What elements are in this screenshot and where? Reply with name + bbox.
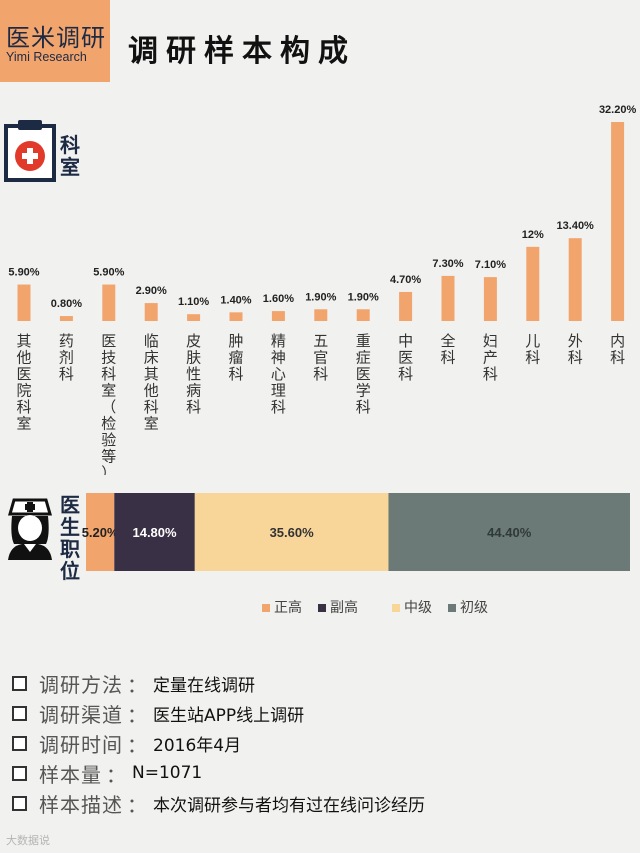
legend-label-0: 正高 [274, 599, 302, 615]
bar-0 [17, 284, 31, 321]
info-value: N=1071 [132, 763, 203, 783]
checkbox-square-icon [12, 735, 27, 751]
bar-value-label-5: 1.40% [220, 294, 251, 306]
watermark: 大数据说 [6, 834, 50, 847]
logo: 医米调研 Yimi Research [0, 0, 110, 82]
bar-value-label-0: 5.90% [8, 267, 39, 279]
category-label-14: 内科 [610, 333, 625, 367]
category-label-6: 精神心理科 [271, 333, 286, 416]
bar-1 [59, 316, 73, 321]
info-value: 定量在线调研 [153, 675, 255, 696]
legend-label-1: 副高 [330, 599, 358, 615]
bar-13 [568, 238, 582, 321]
bar-value-label-14: 32.20% [599, 104, 637, 116]
survey-info-list: 调研方法：定量在线调研 调研渠道：医生站APP线上调研 调研时间： 2016年4月 样本… [12, 668, 425, 818]
bar-value-label-2: 5.90% [93, 267, 124, 279]
category-label-10: 全科 [440, 332, 455, 367]
category-label-7: 五官科 [313, 333, 328, 383]
bar-value-label-9: 4.70% [390, 274, 421, 286]
checkbox-square-icon [12, 765, 27, 781]
info-separator: ： [127, 702, 147, 727]
legend-swatch-0 [262, 604, 270, 612]
stack-value-label-2: 35.60% [270, 525, 315, 540]
info-row-3: 样本量： N=1071 [12, 758, 425, 788]
bar-5 [229, 312, 243, 321]
info-value: 本次调研参与者均有过在线问诊经历 [153, 795, 425, 816]
stack-segment-2 [194, 493, 389, 571]
bar-6 [271, 311, 285, 321]
category-label-9: 中医科 [398, 333, 413, 383]
bar-value-label-13: 13.40% [557, 220, 595, 232]
department-bar-chart: 5.90% 其他医院科室 0.80% 药剂科 5.90% 医技科室（检验等） 2.90% 临床… [8, 104, 637, 475]
bar-value-label-7: 1.90% [305, 291, 336, 303]
bar-3 [144, 303, 158, 321]
category-label-4: 皮肤性病科 [186, 333, 201, 416]
info-value: 医生站APP线上调研 [153, 705, 305, 726]
checkbox-square-icon [12, 705, 27, 721]
category-label-11: 妇产科 [483, 333, 498, 383]
legend-label-3: 初级 [460, 599, 488, 615]
section-label-position: 医生职位 [60, 493, 80, 583]
logo-en-text: Yimi Research [6, 50, 87, 64]
info-key: 样本量 [39, 762, 102, 787]
stack-segment-3 [388, 493, 630, 571]
checkbox-square-icon [12, 675, 27, 691]
bar-4 [187, 314, 201, 321]
checkbox-square-icon [12, 795, 27, 811]
legend-swatch-1 [318, 604, 326, 612]
position-stacked-bar: 5.20% 14.80% 35.60% 44.40% 正高 副高 中级 初级 [82, 493, 630, 615]
info-value: 2016年4月 [153, 735, 242, 756]
info-separator: ： [127, 792, 147, 817]
nurse-icon [8, 498, 52, 560]
bar-value-label-12: 12% [522, 229, 544, 241]
category-label-12: 儿科 [525, 333, 540, 367]
legend-swatch-2 [392, 604, 400, 612]
info-row-4: 样本描述： 本次调研参与者均有过在线问诊经历 [12, 788, 425, 818]
bar-value-label-11: 7.10% [475, 259, 506, 271]
bar-12 [526, 246, 540, 321]
bar-value-label-4: 1.10% [178, 296, 209, 308]
page-title: 调研样本构成 [128, 34, 356, 69]
stack-value-label-3: 44.40% [487, 525, 532, 540]
section-label-department: 科室 [60, 133, 80, 179]
info-row-1: 调研渠道： 医生站APP线上调研 [12, 698, 425, 728]
info-separator: ： [127, 732, 147, 757]
clipboard-medical-icon [4, 120, 56, 182]
bar-10 [441, 275, 455, 321]
category-label-0: 其他医院科室 [16, 333, 31, 433]
info-row-0: 调研方法： 定量在线调研 [12, 668, 425, 698]
bar-8 [356, 309, 370, 321]
category-label-3: 临床其他科室 [144, 333, 159, 433]
stack-value-label-0: 5.20% [82, 525, 119, 540]
bar-value-label-10: 7.30% [432, 258, 463, 270]
bar-2 [102, 284, 116, 321]
stack-segment-0 [86, 493, 115, 571]
bar-value-label-1: 0.80% [51, 298, 82, 310]
category-label-5: 肿瘤科 [228, 333, 243, 383]
info-key: 调研方法 [39, 672, 123, 697]
bar-value-label-6: 1.60% [263, 293, 294, 305]
bar-14 [611, 122, 625, 321]
legend-swatch-3 [448, 604, 456, 612]
bar-9 [399, 291, 413, 321]
info-row-2: 调研时间： 2016年4月 [12, 728, 425, 758]
info-key: 样本描述 [39, 792, 123, 817]
legend-label-2: 中级 [404, 599, 432, 615]
category-label-8: 重症医学科 [356, 333, 371, 416]
bar-value-label-3: 2.90% [136, 285, 167, 297]
bar-value-label-8: 1.90% [348, 291, 379, 303]
bar-7 [314, 309, 328, 321]
category-label-2: 医技科室（检验等） [101, 333, 116, 475]
logo-cn-text: 医米调研 [6, 24, 106, 52]
info-key: 调研时间 [39, 732, 123, 757]
stack-value-label-1: 14.80% [132, 525, 177, 540]
bar-11 [483, 277, 497, 321]
info-separator: ： [127, 672, 147, 697]
category-label-13: 外科 [568, 333, 583, 367]
stack-segment-1 [114, 493, 195, 571]
info-separator: ： [106, 762, 126, 787]
category-label-1: 药剂科 [59, 333, 74, 383]
info-key: 调研渠道 [39, 702, 123, 727]
